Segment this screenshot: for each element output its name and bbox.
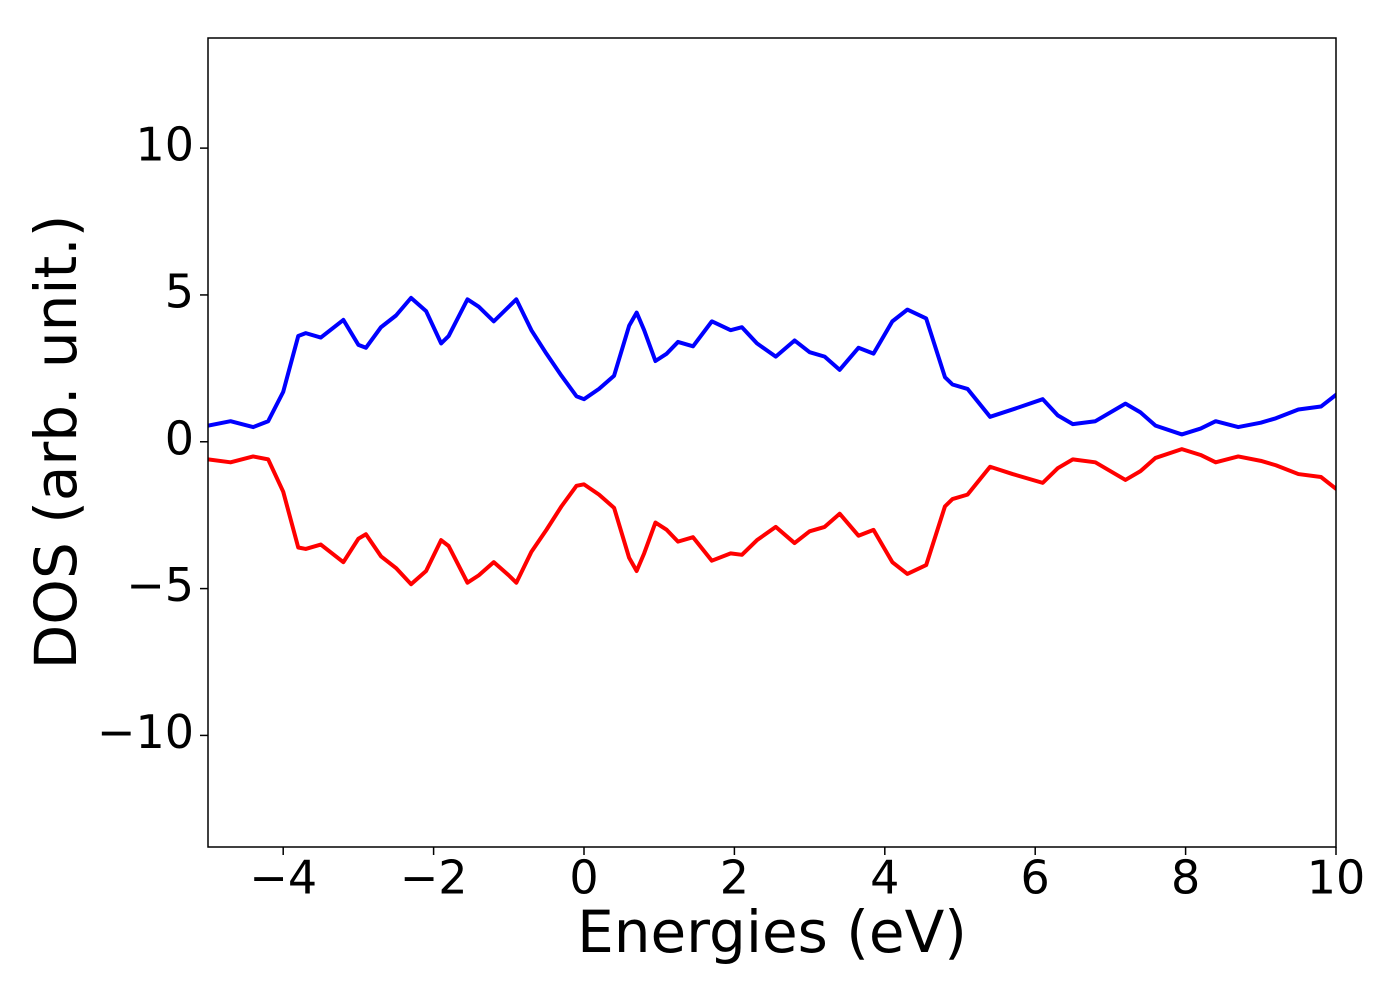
- x-tick-label: 10: [1307, 851, 1366, 905]
- line-series: [208, 447, 1336, 587]
- y-tick-label: −5: [126, 558, 194, 612]
- x-tick-label: −4: [249, 851, 317, 905]
- y-tick-label: −10: [97, 705, 194, 759]
- x-axis-label: Energies (eV): [577, 898, 967, 966]
- x-tick-label: 0: [569, 851, 598, 905]
- plot-frame: [207, 37, 1337, 848]
- x-tick-label: 6: [1021, 851, 1050, 905]
- y-tick-label: 5: [165, 264, 194, 318]
- y-tick-label: 0: [165, 411, 194, 465]
- y-tick-label: 10: [135, 118, 194, 172]
- x-tick-label: 4: [870, 851, 899, 905]
- line-series: [208, 295, 1336, 437]
- x-tick-label: 2: [720, 851, 749, 905]
- x-tick-label: −2: [400, 851, 468, 905]
- x-tick-label: 8: [1171, 851, 1200, 905]
- y-axis-label: DOS (arb. unit.): [22, 215, 90, 670]
